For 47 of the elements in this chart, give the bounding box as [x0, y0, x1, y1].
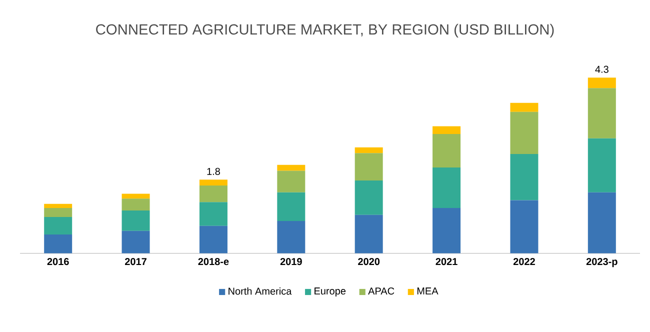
bar	[510, 112, 538, 154]
bar	[354, 153, 383, 181]
x-tick-label: 2022	[513, 258, 535, 266]
legend-label: MEA	[417, 288, 438, 294]
bar	[44, 216, 72, 235]
bar	[510, 154, 538, 200]
bar	[432, 168, 461, 208]
x-tick-label: 2023-p	[586, 258, 618, 268]
bar	[277, 220, 306, 254]
bar	[277, 192, 306, 221]
bar	[199, 180, 228, 186]
bar	[44, 208, 72, 217]
bar	[588, 78, 616, 88]
annotation: 4.3	[595, 66, 608, 73]
bar	[44, 234, 72, 254]
bar	[510, 200, 538, 254]
bar	[199, 185, 228, 202]
bar	[277, 170, 306, 192]
x-tick-label: 2020	[358, 258, 380, 266]
x-tick-label: 2017	[125, 258, 146, 266]
bar	[122, 210, 150, 231]
bar	[354, 180, 383, 215]
x-tick-label: 2021	[436, 258, 458, 266]
bar	[588, 88, 616, 138]
chart-title: CONNECTED AGRICULTURE MARKET, BY REGION (USD BILLION)	[96, 24, 554, 38]
legend-label: Europe	[314, 288, 346, 296]
annotation: 1.8	[207, 168, 220, 175]
legend-label: APAC	[368, 287, 394, 295]
bar	[354, 147, 383, 154]
bar	[199, 226, 228, 254]
bar	[432, 134, 461, 168]
bar	[199, 202, 228, 226]
x-tick-label: 2019	[280, 258, 302, 266]
bar	[588, 192, 616, 254]
bar	[588, 138, 616, 192]
bar	[432, 126, 461, 134]
bar	[44, 204, 72, 208]
bar	[277, 164, 306, 171]
bar	[354, 214, 383, 254]
bar	[122, 194, 150, 199]
legend-label: North America	[228, 287, 292, 295]
bar	[122, 230, 150, 254]
bar	[122, 198, 150, 210]
bar	[432, 208, 461, 254]
bar	[510, 102, 538, 112]
x-tick-label: 2018-e	[198, 258, 229, 266]
x-tick-label: 2016	[47, 258, 69, 266]
